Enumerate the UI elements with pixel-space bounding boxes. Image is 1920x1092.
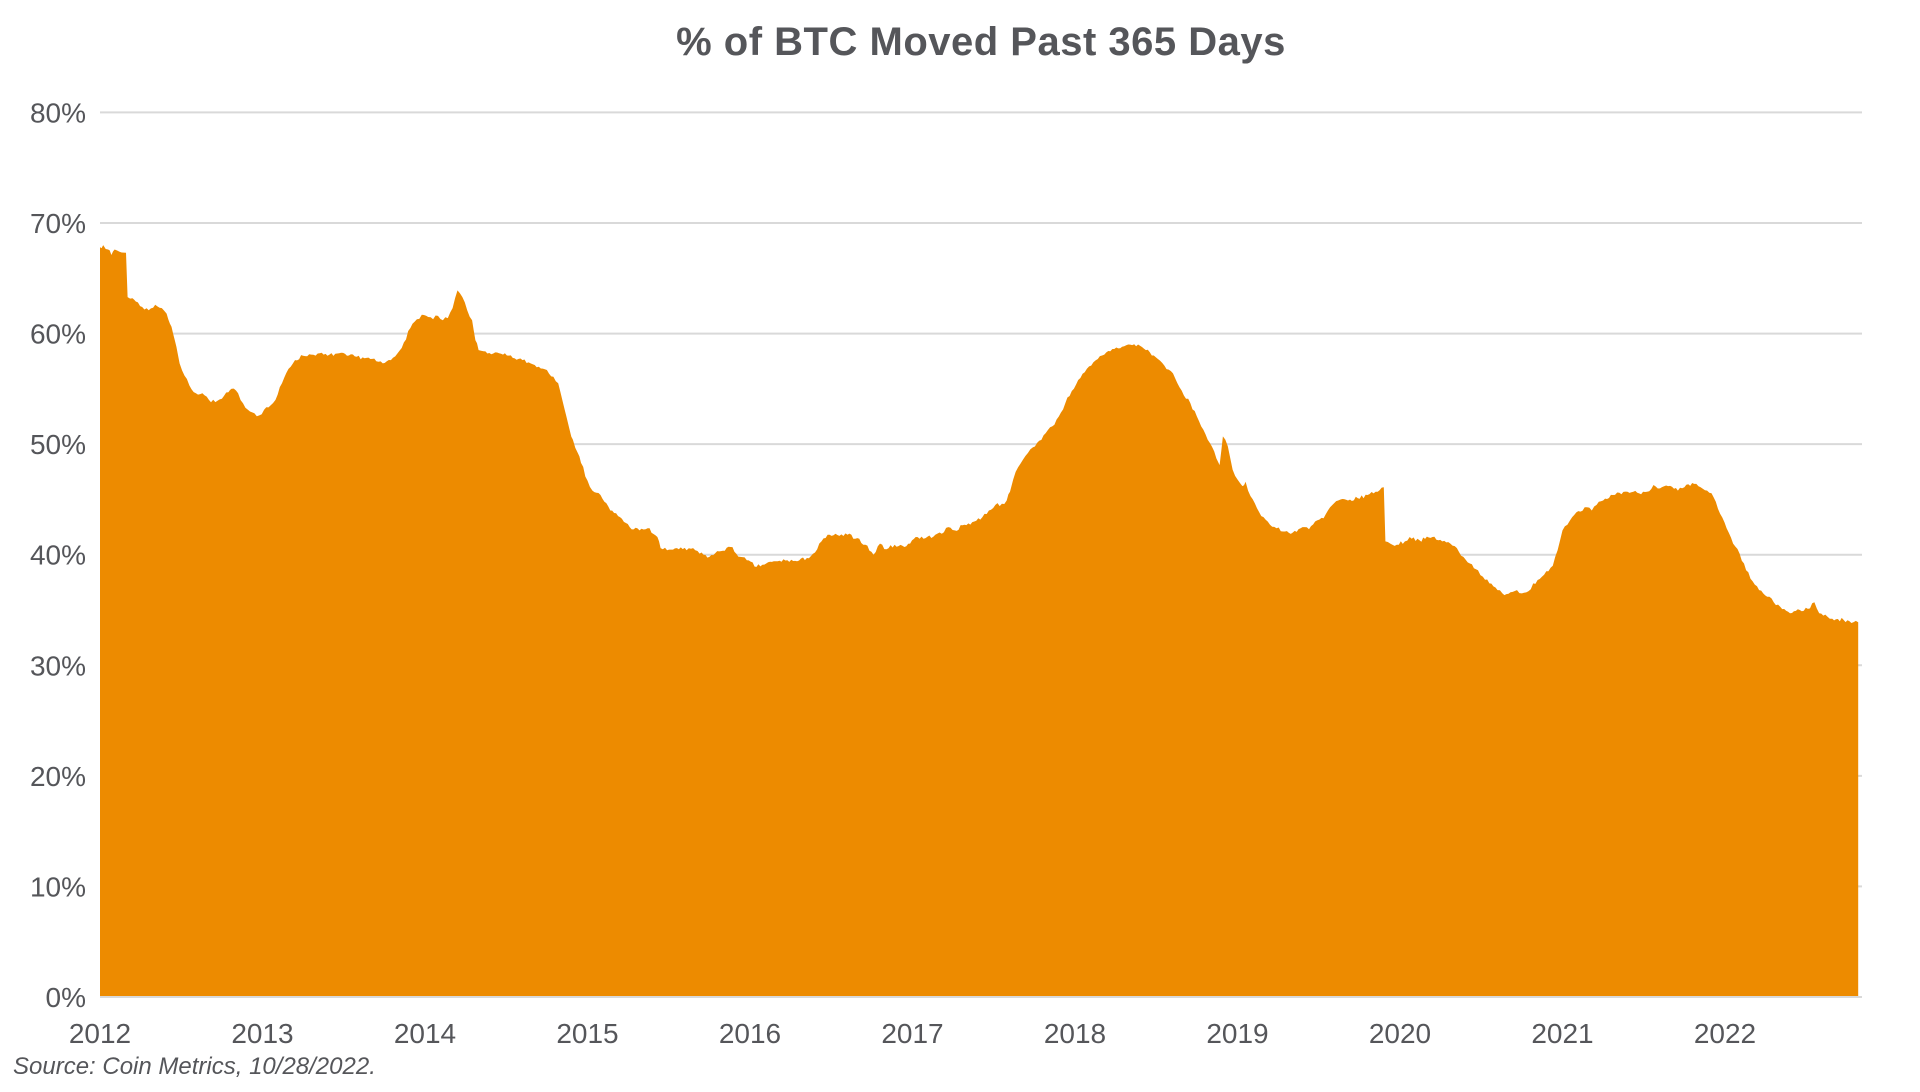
x-axis-tick-label: 2022 <box>1694 1018 1756 1049</box>
y-axis-tick-label: 10% <box>30 871 86 902</box>
y-axis-tick-label: 80% <box>30 97 86 128</box>
x-axis-tick-label: 2019 <box>1206 1018 1268 1049</box>
x-axis-tick-label: 2016 <box>719 1018 781 1049</box>
x-axis-tick-label: 2012 <box>69 1018 131 1049</box>
btc-area-series <box>100 245 1859 997</box>
x-axis-tick-label: 2013 <box>231 1018 293 1049</box>
source-note: Source: Coin Metrics, 10/28/2022. <box>13 1053 376 1080</box>
y-axis-tick-label: 20% <box>30 761 86 792</box>
y-axis-tick-label: 0% <box>46 982 86 1013</box>
x-axis-tick-label: 2014 <box>394 1018 456 1049</box>
x-axis-tick-label: 2017 <box>881 1018 943 1049</box>
y-axis-tick-label: 50% <box>30 429 86 460</box>
x-axis-tick-label: 2021 <box>1531 1018 1593 1049</box>
chart-title: % of BTC Moved Past 365 Days <box>676 20 1286 64</box>
x-axis-tick-label: 2020 <box>1369 1018 1431 1049</box>
y-axis-tick-label: 70% <box>30 208 86 239</box>
y-axis-tick-label: 40% <box>30 540 86 571</box>
y-axis-tick-label: 30% <box>30 650 86 681</box>
x-axis-tick-label: 2015 <box>556 1018 618 1049</box>
x-axis-tick-label: 2018 <box>1044 1018 1106 1049</box>
y-axis-tick-label: 60% <box>30 319 86 350</box>
